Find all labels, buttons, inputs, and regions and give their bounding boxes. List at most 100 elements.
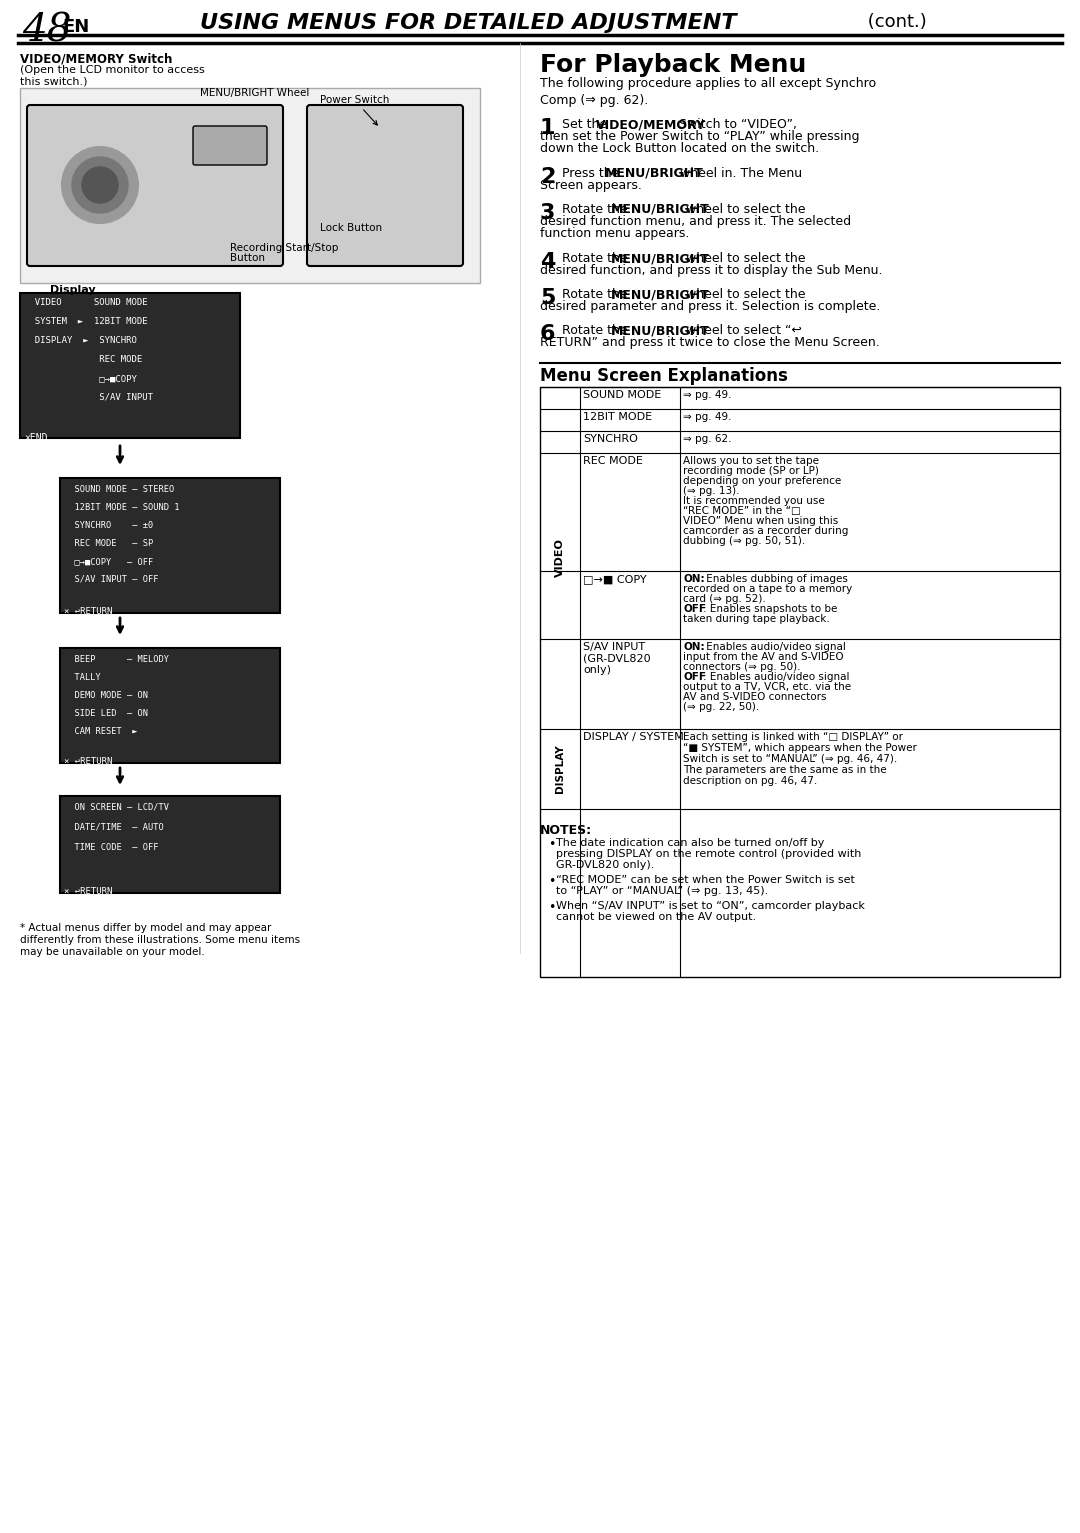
Text: × ↩RETURN: × ↩RETURN (64, 757, 112, 766)
Text: wheel to select the: wheel to select the (683, 202, 806, 216)
Text: Switch to “VIDEO”,: Switch to “VIDEO”, (675, 118, 797, 130)
Text: USING MENUS FOR DETAILED ADJUSTMENT: USING MENUS FOR DETAILED ADJUSTMENT (200, 12, 737, 34)
Text: OFF: OFF (683, 671, 706, 682)
Text: VIDEO” Menu when using this: VIDEO” Menu when using this (683, 517, 838, 526)
Text: Enables dubbing of images: Enables dubbing of images (703, 573, 848, 584)
Text: card (⇒ pg. 52).: card (⇒ pg. 52). (683, 593, 766, 604)
Text: * Actual menus differ by model and may appear: * Actual menus differ by model and may a… (21, 923, 271, 934)
Text: “REC MODE” can be set when the Power Switch is set: “REC MODE” can be set when the Power Swi… (556, 875, 855, 885)
Text: SOUND MODE – STEREO: SOUND MODE – STEREO (64, 484, 174, 494)
Text: ON:: ON: (683, 573, 704, 584)
Text: desired function, and press it to display the Sub Menu.: desired function, and press it to displa… (540, 264, 882, 277)
FancyBboxPatch shape (60, 478, 280, 613)
Text: Switch is set to “MANUAL” (⇒ pg. 46, 47).: Switch is set to “MANUAL” (⇒ pg. 46, 47)… (683, 754, 897, 763)
Text: : Enables snapshots to be: : Enables snapshots to be (703, 604, 837, 615)
FancyBboxPatch shape (21, 293, 240, 438)
Text: •: • (548, 875, 555, 888)
Text: (Open the LCD monitor to access: (Open the LCD monitor to access (21, 64, 205, 75)
Text: MENU/BRIGHT: MENU/BRIGHT (605, 167, 704, 179)
FancyBboxPatch shape (60, 796, 280, 894)
Text: MENU/BRIGHT: MENU/BRIGHT (611, 202, 710, 216)
FancyBboxPatch shape (307, 104, 463, 267)
Text: description on pg. 46, 47.: description on pg. 46, 47. (683, 776, 818, 786)
Text: : Enables audio/video signal: : Enables audio/video signal (703, 671, 850, 682)
Text: recorded on a tape to a memory: recorded on a tape to a memory (683, 584, 852, 593)
Text: output to a TV, VCR, etc. via the: output to a TV, VCR, etc. via the (683, 682, 851, 691)
FancyBboxPatch shape (193, 126, 267, 166)
Text: MENU/BRIGHT: MENU/BRIGHT (611, 323, 710, 337)
Text: 4: 4 (540, 251, 555, 271)
Text: “■ SYSTEM”, which appears when the Power: “■ SYSTEM”, which appears when the Power (683, 744, 917, 753)
FancyBboxPatch shape (21, 87, 480, 284)
Text: AV and S-VIDEO connectors: AV and S-VIDEO connectors (683, 691, 826, 702)
Text: SOUND MODE: SOUND MODE (583, 389, 661, 400)
Text: GR-DVL820 only).: GR-DVL820 only). (556, 860, 654, 871)
Text: 12BIT MODE: 12BIT MODE (583, 412, 652, 422)
Text: SYNCHRO    – ±0: SYNCHRO – ±0 (64, 521, 153, 530)
Text: VIDEO/MEMORY: VIDEO/MEMORY (596, 118, 706, 130)
Text: S/AV INPUT: S/AV INPUT (24, 392, 153, 402)
Text: DISPLAY / SYSTEM: DISPLAY / SYSTEM (583, 731, 684, 742)
Text: desired function menu, and press it. The selected: desired function menu, and press it. The… (540, 215, 851, 228)
Text: The parameters are the same as in the: The parameters are the same as in the (683, 765, 887, 776)
Text: DISPLAY: DISPLAY (555, 745, 565, 793)
Text: Enables audio/video signal: Enables audio/video signal (703, 642, 846, 652)
Text: •: • (548, 901, 555, 914)
Text: RETURN” and press it twice to close the Menu Screen.: RETURN” and press it twice to close the … (540, 336, 880, 350)
Text: 1: 1 (540, 118, 555, 138)
FancyBboxPatch shape (27, 104, 283, 267)
FancyBboxPatch shape (60, 648, 280, 763)
Circle shape (72, 156, 129, 213)
Text: Display: Display (50, 285, 96, 294)
Text: Allows you to set the tape: Allows you to set the tape (683, 455, 819, 466)
Text: VIDEO: VIDEO (555, 538, 565, 578)
Text: “REC MODE” in the “□: “REC MODE” in the “□ (683, 506, 800, 517)
Text: SIDE LED  – ON: SIDE LED – ON (64, 708, 148, 717)
Text: DISPLAY  ►  SYNCHRO: DISPLAY ► SYNCHRO (24, 336, 137, 345)
Text: pressing DISPLAY on the remote control (provided with: pressing DISPLAY on the remote control (… (556, 849, 862, 858)
Text: REC MODE   – SP: REC MODE – SP (64, 540, 153, 547)
Text: □→■COPY   – OFF: □→■COPY – OFF (64, 556, 153, 566)
Text: Power Switch: Power Switch (320, 95, 390, 126)
Text: Each setting is linked with “□ DISPLAY” or: Each setting is linked with “□ DISPLAY” … (683, 731, 903, 742)
Text: 12BIT MODE – SOUND 1: 12BIT MODE – SOUND 1 (64, 503, 179, 512)
Text: Lock Button: Lock Button (320, 222, 382, 233)
Text: DEMO MODE – ON: DEMO MODE – ON (64, 691, 148, 701)
Text: cannot be viewed on the AV output.: cannot be viewed on the AV output. (556, 912, 756, 921)
Circle shape (82, 167, 118, 202)
Text: desired parameter and press it. Selection is complete.: desired parameter and press it. Selectio… (540, 300, 880, 313)
Text: VIDEO/MEMORY Switch: VIDEO/MEMORY Switch (21, 54, 173, 66)
Text: × ↩RETURN: × ↩RETURN (64, 888, 112, 895)
Text: Rotate the: Rotate the (558, 323, 632, 337)
Text: SYSTEM  ►  12BIT MODE: SYSTEM ► 12BIT MODE (24, 317, 148, 327)
Text: VIDEO      SOUND MODE: VIDEO SOUND MODE (24, 297, 148, 307)
Text: ON SCREEN – LCD/TV: ON SCREEN – LCD/TV (64, 803, 168, 812)
Text: REC MODE: REC MODE (24, 356, 143, 363)
Text: down the Lock Button located on the switch.: down the Lock Button located on the swit… (540, 143, 819, 155)
Text: DATE/TIME  – AUTO: DATE/TIME – AUTO (64, 823, 164, 832)
Text: wheel to select the: wheel to select the (683, 288, 806, 300)
Text: S/AV INPUT – OFF: S/AV INPUT – OFF (64, 575, 159, 584)
Circle shape (62, 147, 138, 222)
Text: The following procedure applies to all except Synchro
Comp (⇒ pg. 62).: The following procedure applies to all e… (540, 77, 876, 107)
Text: 3: 3 (540, 202, 555, 222)
Text: depending on your preference: depending on your preference (683, 477, 841, 486)
Text: Rotate the: Rotate the (558, 251, 632, 265)
Text: Rotate the: Rotate the (558, 288, 632, 300)
Text: recording mode (SP or LP): recording mode (SP or LP) (683, 466, 819, 477)
Text: TALLY: TALLY (64, 673, 100, 682)
Text: (⇒ pg. 22, 50).: (⇒ pg. 22, 50). (683, 702, 759, 711)
Text: □→■ COPY: □→■ COPY (583, 573, 647, 584)
Text: REC MODE: REC MODE (583, 455, 643, 466)
Text: MENU/BRIGHT: MENU/BRIGHT (611, 288, 710, 300)
Text: It is recommended you use: It is recommended you use (683, 497, 825, 506)
Text: wheel to select “↩: wheel to select “↩ (683, 323, 802, 337)
Text: Recording Start/Stop: Recording Start/Stop (230, 244, 338, 253)
Text: EN: EN (62, 18, 90, 35)
Text: then set the Power Switch to “PLAY” while pressing: then set the Power Switch to “PLAY” whil… (540, 130, 860, 143)
Text: differently from these illustrations. Some menu items: differently from these illustrations. So… (21, 935, 300, 944)
Text: For Playback Menu: For Playback Menu (540, 54, 807, 77)
Text: SYNCHRO: SYNCHRO (583, 434, 638, 445)
Text: 2: 2 (540, 167, 555, 187)
Text: wheel to select the: wheel to select the (683, 251, 806, 265)
